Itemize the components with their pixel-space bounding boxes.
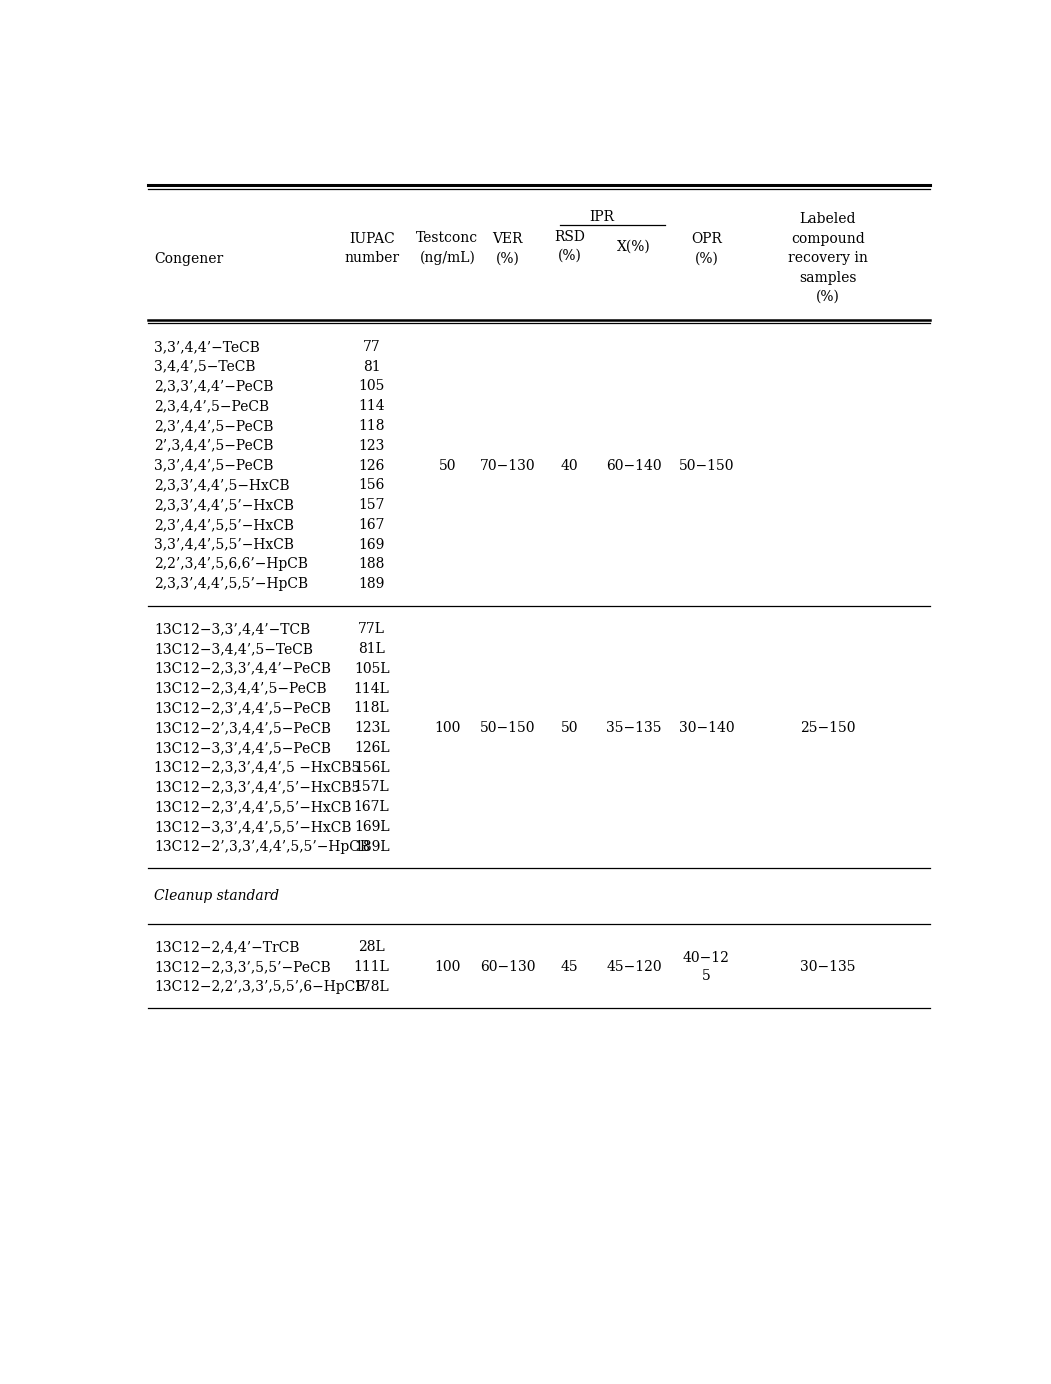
Text: 118: 118 [358,419,385,433]
Text: 3,4,4’,5−TeCB: 3,4,4’,5−TeCB [154,360,255,374]
Text: 157L: 157L [354,781,390,794]
Text: 13C12−2,3’,4,4’,5,5’−HxCB: 13C12−2,3’,4,4’,5,5’−HxCB [154,800,352,814]
Text: 50−150: 50−150 [480,721,535,735]
Text: 81L: 81L [358,642,385,656]
Text: 156: 156 [358,479,385,493]
Text: 13C12−2,3,3’,4,4’,5 −HxCB5: 13C12−2,3,3’,4,4’,5 −HxCB5 [154,761,360,775]
Text: 13C12−2,4,4’−TrCB: 13C12−2,4,4’−TrCB [154,940,300,955]
Text: IPR: IPR [590,210,614,224]
Text: 2,3,3’,4,4’−PeCB: 2,3,3’,4,4’−PeCB [154,379,273,393]
Text: IUPAC
number: IUPAC number [344,231,399,266]
Text: 189L: 189L [354,840,390,854]
Text: 25−150: 25−150 [800,721,856,735]
Text: 2,3,4,4’,5−PeCB: 2,3,4,4’,5−PeCB [154,399,269,414]
Text: 188: 188 [358,558,385,572]
Text: 169L: 169L [354,819,390,835]
Text: 105L: 105L [354,662,390,675]
Text: 50: 50 [438,458,456,472]
Text: Cleanup standard: Cleanup standard [154,889,280,902]
Text: 13C12−3,3’,4,4’,5,5’−HxCB: 13C12−3,3’,4,4’,5,5’−HxCB [154,819,352,835]
Text: 40: 40 [561,458,578,472]
Text: 13C12−2’,3,3’,4,4’,5,5’−HpCB: 13C12−2’,3,3’,4,4’,5,5’−HpCB [154,840,370,854]
Text: 169: 169 [358,537,385,552]
Text: 50: 50 [561,721,578,735]
Text: 2,3,3’,4,4’,5,5’−HpCB: 2,3,3’,4,4’,5,5’−HpCB [154,577,308,591]
Text: VER
(%): VER (%) [493,231,523,266]
Text: 111L: 111L [354,960,390,974]
Text: 28L: 28L [358,940,385,955]
Text: 77L: 77L [358,623,385,637]
Text: Labeled
compound
recovery in
samples
(%): Labeled compound recovery in samples (%) [788,212,868,304]
Text: 178L: 178L [354,980,390,994]
Text: 126L: 126L [354,740,390,754]
Text: OPR
(%): OPR (%) [691,231,722,266]
Text: 13C12−2,2’,3,3’,5,5’,6−HpCB: 13C12−2,2’,3,3’,5,5’,6−HpCB [154,980,366,994]
Text: 35−135: 35−135 [606,721,662,735]
Text: 167: 167 [358,518,385,531]
Text: 13C12−2’,3,4,4’,5−PeCB: 13C12−2’,3,4,4’,5−PeCB [154,721,331,735]
Text: 114L: 114L [354,681,390,696]
Text: Testconc
(ng/mL): Testconc (ng/mL) [416,231,478,266]
Text: 60−140: 60−140 [606,458,662,472]
Text: 2,2’,3,4’,5,6,6’−HpCB: 2,2’,3,4’,5,6,6’−HpCB [154,558,308,572]
Text: 123L: 123L [354,721,390,735]
Text: 2,3,3’,4,4’,5−HxCB: 2,3,3’,4,4’,5−HxCB [154,479,290,493]
Text: 167L: 167L [354,800,390,814]
Text: 13C12−3,4,4’,5−TeCB: 13C12−3,4,4’,5−TeCB [154,642,313,656]
Text: 13C12−2,3,3’,4,4’,5’−HxCB5: 13C12−2,3,3’,4,4’,5’−HxCB5 [154,781,360,794]
Text: 40−12
5: 40−12 5 [683,951,729,983]
Text: 13C12−2,3,3’,5,5’−PeCB: 13C12−2,3,3’,5,5’−PeCB [154,960,331,974]
Text: 156L: 156L [354,761,390,775]
Text: 126: 126 [358,458,385,472]
Text: 45: 45 [561,960,578,974]
Text: 60−130: 60−130 [480,960,535,974]
Text: X(%): X(%) [617,239,651,253]
Text: 100: 100 [434,721,460,735]
Text: 50−150: 50−150 [679,458,735,472]
Text: 105: 105 [358,379,385,393]
Text: 13C12−2,3’,4,4’,5−PeCB: 13C12−2,3’,4,4’,5−PeCB [154,702,331,716]
Text: 100: 100 [434,960,460,974]
Text: 13C12−2,3,4,4’,5−PeCB: 13C12−2,3,4,4’,5−PeCB [154,681,327,696]
Text: 114: 114 [358,399,385,414]
Text: 30−140: 30−140 [679,721,735,735]
Text: 2,3,3’,4,4’,5’−HxCB: 2,3,3’,4,4’,5’−HxCB [154,498,294,512]
Text: 45−120: 45−120 [606,960,662,974]
Text: 70−130: 70−130 [480,458,536,472]
Text: 157: 157 [358,498,385,512]
Text: 3,3’,4,4’,5,5’−HxCB: 3,3’,4,4’,5,5’−HxCB [154,537,294,552]
Text: 77: 77 [363,340,380,354]
Text: 13C12−3,3’,4,4’,5−PeCB: 13C12−3,3’,4,4’,5−PeCB [154,740,331,754]
Text: RSD
(%): RSD (%) [554,230,585,263]
Text: 118L: 118L [354,702,390,716]
Text: 2,3’,4,4’,5−PeCB: 2,3’,4,4’,5−PeCB [154,419,273,433]
Text: 13C12−2,3,3’,4,4’−PeCB: 13C12−2,3,3’,4,4’−PeCB [154,662,331,675]
Text: Congener: Congener [154,252,224,266]
Text: 30−135: 30−135 [800,960,856,974]
Text: 2,3’,4,4’,5,5’−HxCB: 2,3’,4,4’,5,5’−HxCB [154,518,294,531]
Text: 3,3’,4,4’−TeCB: 3,3’,4,4’−TeCB [154,340,260,354]
Text: 189: 189 [358,577,385,591]
Text: 81: 81 [363,360,380,374]
Text: 123: 123 [358,439,385,453]
Text: 3,3’,4,4’,5−PeCB: 3,3’,4,4’,5−PeCB [154,458,273,472]
Text: 2’,3,4,4’,5−PeCB: 2’,3,4,4’,5−PeCB [154,439,273,453]
Text: 13C12−3,3’,4,4’−TCB: 13C12−3,3’,4,4’−TCB [154,623,310,637]
